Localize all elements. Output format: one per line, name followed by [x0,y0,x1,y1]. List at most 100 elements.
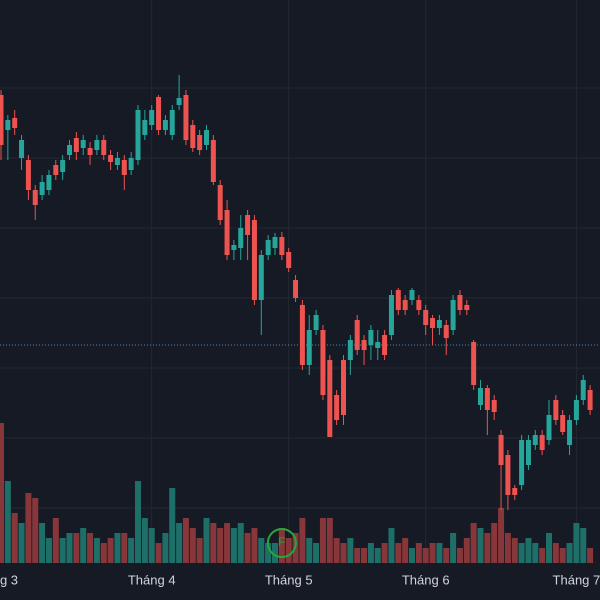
candle-body [457,295,463,310]
volume-bar [265,543,272,563]
volume-bar [45,538,52,563]
candle-body [327,360,333,437]
candle-body [478,388,483,405]
candle-body [251,220,257,300]
volume-bar [93,538,100,563]
volume-bar [244,533,251,563]
candle-body [176,98,182,105]
x-tick-label: Tháng 7 [553,572,600,587]
volume-bar [148,528,155,563]
candle-body [443,325,449,338]
volume-bar [128,538,135,563]
volume-bar [429,543,436,563]
volume-bar [210,523,217,563]
volume-bar [319,518,326,563]
volume-bar [100,543,107,563]
volume-bar [107,538,114,563]
candle-body [286,252,292,268]
candle-body [149,110,155,125]
candle-body [436,320,442,328]
volume-bar [552,543,559,563]
candle-body [546,415,552,440]
candle-body [532,435,538,445]
x-tick-label: Tháng 6 [402,572,450,587]
candle-body [491,400,497,412]
volume-bar [504,533,511,563]
candle-body [46,175,52,190]
candle-body [539,435,545,450]
volume-bar [573,523,580,563]
candle-body [73,138,79,152]
volume-bar [313,543,320,563]
candle-body [19,140,25,158]
volume-bar [80,528,87,563]
candle-body [334,395,340,420]
volume-bar [4,481,11,563]
volume-bar [532,543,539,563]
volume-bar [39,523,46,563]
candle-body [293,280,299,298]
candle-body [238,228,244,248]
volume-bar [32,498,39,563]
candle-body [423,310,429,325]
candle-body [101,140,107,155]
volume-bar [450,533,457,563]
candle-body [560,415,566,432]
candle-body [587,390,593,410]
candle-body [114,158,120,165]
volume-bar [18,523,25,563]
candle-body [197,135,203,150]
volume-bar [52,518,59,563]
volume-bar [477,528,484,563]
candle-body [299,305,305,365]
candle-body [87,148,93,155]
volume-bar [559,548,566,563]
candle-body [402,300,408,310]
candle-body [80,140,86,148]
candle-body [162,120,168,130]
candle-body [580,380,586,400]
candle-body [306,330,312,365]
candle-body [361,340,367,350]
volume-bar [285,538,292,563]
volume-bar [176,523,183,563]
volume-bar [306,538,313,563]
candle-body [217,185,223,220]
volume-bar [415,543,422,563]
candle-body [245,215,251,235]
candle-body [94,140,100,150]
volume-bar [182,518,189,563]
candle-body [128,158,134,170]
x-tick-label: Tháng 3 [0,572,18,587]
candle-body [416,300,422,310]
candle-body [553,400,559,420]
candle-body [169,110,175,135]
volume-bar [203,518,210,563]
candle-body [464,305,470,310]
volume-bar [169,488,176,563]
volume-bar [463,538,470,563]
candle-body [354,320,360,350]
candle-body [484,388,490,410]
volume-bar [546,533,552,563]
volume-bar [59,538,66,563]
volume-bar [162,533,169,563]
candle-body [498,435,504,465]
volume-bar [374,548,381,563]
volume-bar [141,518,148,563]
candle-body [471,342,477,385]
volume-bar [224,523,231,563]
volume-bar [491,523,498,563]
candle-body [347,340,353,360]
volume-bar [367,543,374,563]
candle-body [224,210,230,255]
candle-body [210,140,216,182]
candle-body [204,130,209,145]
event-label: F [278,535,285,549]
candle-body [5,120,11,130]
candle-body [512,488,518,495]
volume-bar [340,543,347,563]
candle-body [190,125,196,148]
volume-bar [470,523,477,563]
volume-bar [114,533,121,563]
